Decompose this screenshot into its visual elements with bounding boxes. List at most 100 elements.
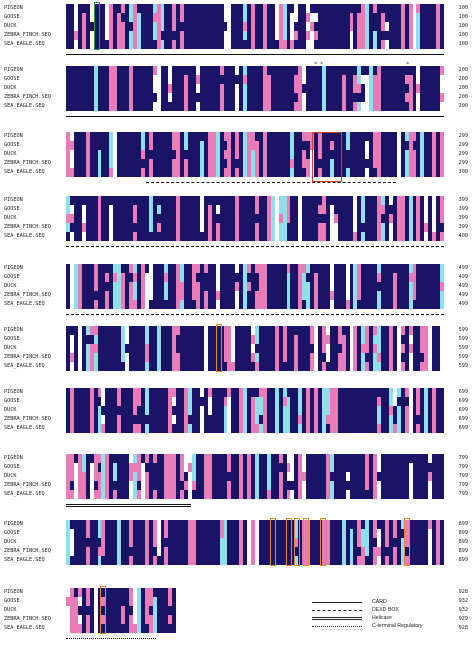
residue-cell [432,326,437,335]
residue-cell [357,520,362,529]
residue-cell [227,556,232,565]
residue-cell [345,388,350,397]
residue-cell [258,406,263,415]
residue-cell [392,264,397,273]
residue-cell [357,406,362,415]
residue-cell [357,344,362,353]
residue-cell [416,159,421,168]
residue-cell [195,454,200,463]
residue-cell [286,40,291,49]
residue-cell [140,597,145,606]
residue-cell [140,22,145,31]
residue-cell [164,606,169,615]
residue-cell [81,547,86,556]
residue-cell [125,388,129,397]
residue-cell [408,13,413,22]
residue-cell [432,40,437,49]
residue-cell [373,150,378,159]
residue-cell [211,415,216,424]
residue-cell [353,159,358,168]
residue-cell [377,132,381,141]
residue-cell [255,84,259,93]
residue-cell [349,300,354,309]
residue-cell [266,547,271,556]
position-number: 499 [458,274,468,280]
residue-cell [168,300,173,309]
residue-cell [251,102,255,111]
residue-cell [85,84,90,93]
residue-cell [85,472,90,481]
residue-cell [152,362,157,371]
residue-cell [345,40,350,49]
residue-cell [85,159,90,168]
residue-cell [121,362,126,371]
residue-cell [105,75,110,84]
residue-cell [203,529,208,538]
residue-cell [207,291,212,300]
residue-cell [180,93,185,102]
residue-cell [223,490,228,499]
residue-cell [89,520,94,529]
residue-cell [432,300,437,309]
residue-cell [69,547,74,556]
residue-cell [136,490,141,499]
residue-cell [282,223,287,232]
residue-cell [144,159,149,168]
residue-cell [160,102,165,111]
residue-cell [310,4,315,13]
residue-cell [207,406,212,415]
residue-cell [361,335,366,344]
residue-cell [349,13,354,22]
residue-cell [270,547,275,556]
residue-cell [329,326,334,335]
residue-cell [148,159,153,168]
residue-cell [341,214,346,223]
residue-cell [365,132,370,141]
residue-cell [321,406,326,415]
residue-cell [113,232,118,241]
residue-cell [125,538,129,547]
residue-cell [144,22,149,31]
residue-cell [377,40,381,49]
residue-cell [274,196,279,205]
residue-cell [306,4,311,13]
residue-cell [215,463,220,472]
residue-cell [243,529,248,538]
residue-cell [195,463,200,472]
residue-cell [184,66,189,75]
residue-cell [93,205,98,214]
residue-cell [85,624,90,633]
residue-cell [388,132,393,141]
residue-cell [412,353,417,362]
residue-cell [132,520,137,529]
residue-cell [93,588,98,597]
residue-cell [258,397,263,406]
residue-cell [251,335,255,344]
residue-cell [412,150,417,159]
residue-cell [361,84,366,93]
species-name: GOOSE [4,76,20,82]
residue-cell [136,344,141,353]
residue-cell [152,397,157,406]
residue-cell [278,424,283,433]
residue-cell [203,415,208,424]
residue-cell [298,454,303,463]
residue-cell [408,31,413,40]
residue-cell [298,273,303,282]
residue-cell [125,168,129,177]
residue-cell [168,326,173,335]
residue-cell [400,66,405,75]
residue-cell [121,214,126,223]
sequence-row [66,388,444,397]
residue-cell [180,273,185,282]
residue-cell [333,102,338,111]
residue-cell [345,397,350,406]
residue-cell [420,66,425,75]
residue-cell [400,93,405,102]
residue-cell [85,463,90,472]
residue-cell [365,415,370,424]
residue-cell [318,326,322,335]
residue-cell [384,264,389,273]
residue-cell [97,490,102,499]
residue-cell [314,326,318,335]
